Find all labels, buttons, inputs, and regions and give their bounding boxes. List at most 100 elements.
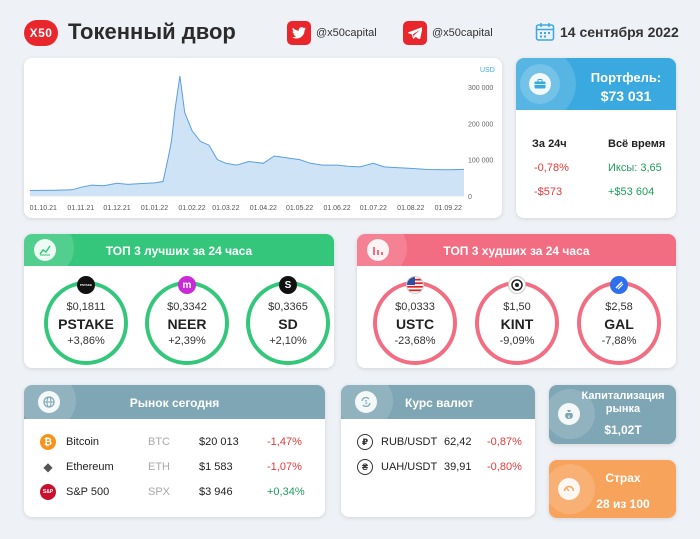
- twitter-handle[interactable]: @x50capital: [316, 27, 377, 39]
- worst-coin-3[interactable]: $2,58 GAL -7,88%: [577, 281, 661, 365]
- x-tick-label: 01.01.22: [141, 205, 168, 212]
- y-tick-label: 300 000: [468, 85, 493, 92]
- top-worst-title: ТОП 3 худших за 24 часа: [443, 244, 590, 258]
- fear-value: 28 из 100: [596, 497, 650, 511]
- gauge-icon: [558, 478, 580, 500]
- market-cap-title: Капитализация рынка: [581, 390, 665, 415]
- x-tick-label: 01.06.22: [323, 205, 350, 212]
- fx-title: Курс валют: [405, 396, 474, 410]
- coin-symbol: KINT: [500, 316, 534, 332]
- chart-line: [29, 75, 465, 191]
- coin-symbol: NEER: [167, 316, 207, 332]
- fx-rate: 39,91: [444, 461, 472, 473]
- sd-icon: S: [279, 276, 297, 294]
- col-24h-label: За 24ч: [532, 138, 567, 150]
- x-tick-label: 01.04.22: [250, 205, 277, 212]
- gal-icon: [610, 276, 628, 294]
- top-best-header: ТОП 3 лучших за 24 часа: [24, 234, 334, 266]
- page-title: Токенный двор: [68, 19, 236, 44]
- market-name: Bitcoin: [66, 436, 100, 448]
- calendar-icon: [535, 22, 555, 42]
- x-tick-label: 01.10.21: [30, 205, 57, 212]
- top-best-title: ТОП 3 лучших за 24 часа: [105, 244, 253, 258]
- market-price: $20 013: [199, 436, 239, 448]
- best-coin-1[interactable]: $0,1811 PSTAKE +3,86%: [44, 281, 128, 365]
- ruble-icon: ₽: [357, 434, 373, 450]
- usa-flag-icon: [406, 276, 424, 294]
- market-change: -1,07%: [267, 461, 302, 473]
- fx-card: $ Курс валют ₽ RUB/USDT 62,42 -0,87% ₴ U…: [341, 385, 535, 517]
- market-ticker: SPX: [148, 486, 171, 498]
- fear-card: Страх 28 из 100: [549, 460, 676, 518]
- fx-change: -0,80%: [487, 461, 522, 473]
- fx-pair: RUB/USDT: [381, 436, 438, 448]
- market-cap-card: $ Капитализация рынка $1,02T: [549, 385, 676, 444]
- chart-area: [30, 76, 464, 196]
- top-worst-header: ТОП 3 худших за 24 часа: [357, 234, 676, 266]
- coin-change: -23,68%: [394, 335, 436, 347]
- sp500-icon: S&P: [40, 484, 56, 500]
- market-price: $1 583: [199, 461, 233, 473]
- market-header: Рынок сегодня: [24, 385, 325, 419]
- telegram-handle[interactable]: @x50capital: [432, 27, 493, 39]
- x50-logo: X50: [24, 20, 58, 46]
- chart-up-icon: [34, 239, 56, 261]
- market-change: +0,34%: [267, 486, 305, 498]
- y-unit-label: USD: [480, 67, 495, 74]
- coin-price: $0,1811: [66, 301, 106, 313]
- x-tick-label: 01.12.21: [103, 205, 130, 212]
- top-best-card: ТОП 3 лучших за 24 часа $0,1811 PSTAKE +…: [24, 234, 334, 368]
- current-date: 14 сентября 2022: [560, 24, 679, 40]
- market-card: Рынок сегодня ₿ Bitcoin BTC $20 013 -1,4…: [24, 385, 325, 517]
- fx-change: -0,87%: [487, 436, 522, 448]
- bitcoin-icon: ₿: [40, 434, 56, 450]
- top-worst-card: ТОП 3 худших за 24 часа $0,0333 USTC -23…: [357, 234, 676, 368]
- pstake-icon: PSTAKE: [77, 276, 95, 294]
- x-tick-label: 01.09.22: [435, 205, 462, 212]
- coin-symbol: SD: [278, 316, 298, 332]
- portfolio-header: Портфель: $73 031: [516, 58, 676, 110]
- svg-text:$: $: [568, 414, 571, 419]
- market-price: $3 946: [199, 486, 233, 498]
- best-coin-3[interactable]: $0,3365 SD +2,10%: [246, 281, 330, 365]
- worst-coin-2[interactable]: $1,50 KINT -9,09%: [475, 281, 559, 365]
- telegram-icon[interactable]: [403, 21, 427, 45]
- twitter-icon[interactable]: [287, 21, 311, 45]
- x-tick-label: 01.08.22: [397, 205, 424, 212]
- coin-symbol: USTC: [395, 316, 435, 332]
- x-tick-label: 01.02.22: [178, 205, 205, 212]
- fx-header: $ Курс валют: [341, 385, 535, 419]
- market-cap-value: $1,02T: [604, 423, 642, 437]
- coin-change: -9,09%: [499, 335, 535, 347]
- usd-alltime: +$53 604: [608, 186, 655, 198]
- neer-icon: m: [178, 276, 196, 294]
- coin-change: +2,39%: [168, 335, 206, 347]
- svg-text:$: $: [365, 400, 368, 406]
- fx-pair: UAH/USDT: [381, 461, 438, 473]
- coin-change: +2,10%: [269, 335, 307, 347]
- col-alltime-label: Всё время: [608, 138, 666, 150]
- y-tick-label: 100 000: [468, 158, 493, 165]
- x-alltime: Иксы: 3,65: [608, 162, 662, 174]
- portfolio-title: Портфель:: [590, 70, 662, 85]
- coin-symbol: GAL: [604, 316, 634, 332]
- chart-down-icon: [367, 239, 389, 261]
- coin-price: $2,58: [605, 301, 633, 313]
- x-tick-label: 01.07.22: [360, 205, 387, 212]
- briefcase-icon: [529, 73, 551, 95]
- market-name: Ethereum: [66, 461, 114, 473]
- coin-price: $1,50: [503, 301, 531, 313]
- x-tick-label: 01.03.22: [212, 205, 239, 212]
- hryvnia-icon: ₴: [357, 459, 373, 475]
- coin-symbol: PSTAKE: [58, 316, 114, 332]
- portfolio-chart-svg: 300 000 200 000 100 000 0 USD 01.10.21 01.11.2…: [29, 67, 495, 212]
- market-change: -1,47%: [267, 436, 302, 448]
- market-ticker: ETH: [148, 461, 170, 473]
- portfolio-card: Портфель: $73 031 За 24ч Всё время -0,78…: [516, 58, 676, 218]
- market-title: Рынок сегодня: [129, 396, 220, 410]
- fear-title: Страх: [605, 471, 641, 485]
- x-tick-label: 01.05.22: [286, 205, 313, 212]
- best-coin-2[interactable]: $0,3342 NEER +2,39%: [145, 281, 229, 365]
- coin-price: $0,0333: [395, 301, 435, 313]
- coin-price: $0,3342: [167, 301, 207, 313]
